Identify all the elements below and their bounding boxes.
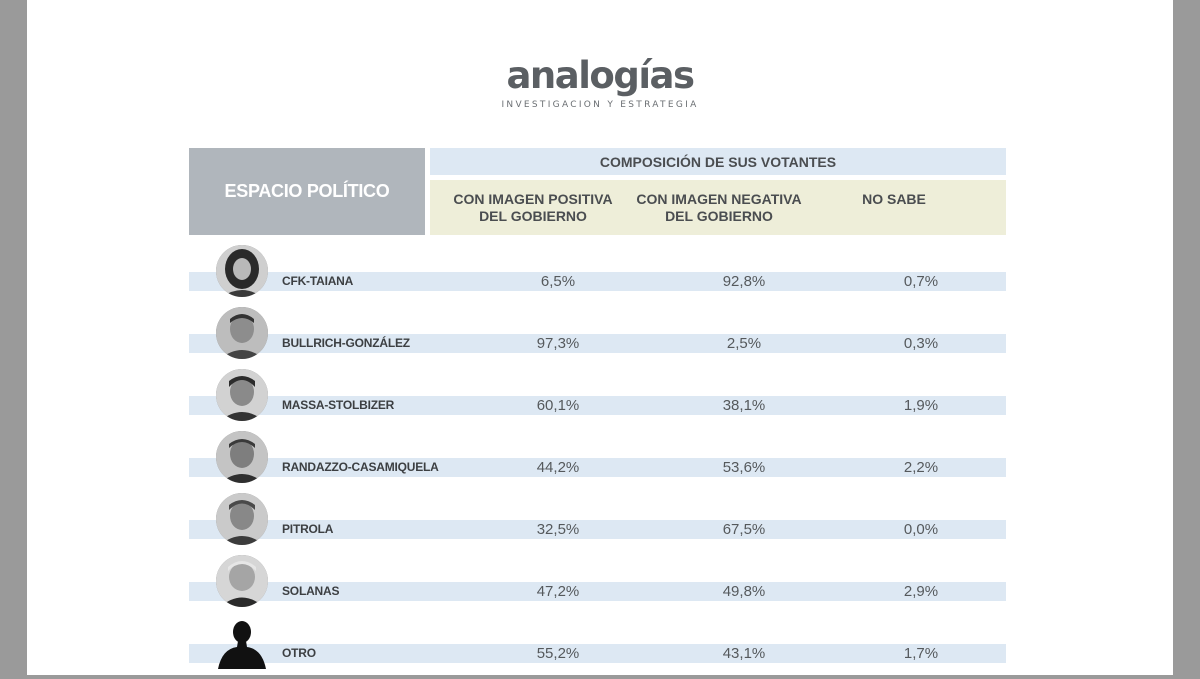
cell-negativa: 92,8% [722, 273, 766, 290]
candidate-photo [216, 245, 268, 297]
row-name: BULLRICH-GONZÁLEZ [282, 336, 410, 350]
cell-positiva: 6,5% [540, 273, 576, 290]
candidate-photo [216, 555, 268, 607]
cell-negativa: 53,6% [722, 459, 766, 476]
row-band [189, 334, 1006, 353]
candidate-photo [216, 493, 268, 545]
cell-positiva: 55,2% [536, 645, 580, 662]
cell-positiva: 47,2% [536, 583, 580, 600]
cell-positiva: 97,3% [536, 335, 580, 352]
document-page: analogías INVESTIGACION Y ESTRATEGIA ESP… [27, 0, 1173, 675]
row-band [189, 520, 1006, 539]
table-row: OTRO 55,2% 43,1% 1,7% [189, 617, 1006, 679]
row-name: PITROLA [282, 522, 334, 536]
cell-negativa: 67,5% [722, 521, 766, 538]
cell-positiva: 60,1% [536, 397, 580, 414]
cell-negativa: 43,1% [722, 645, 766, 662]
table-row: PITROLA 32,5% 67,5% 0,0% [189, 493, 1006, 555]
cell-no-sabe: 2,2% [903, 459, 939, 476]
cell-no-sabe: 0,3% [903, 335, 939, 352]
cell-negativa: 38,1% [722, 397, 766, 414]
candidate-photo [216, 307, 268, 359]
cell-negativa: 2,5% [726, 335, 762, 352]
row-band [189, 458, 1006, 477]
column-header-negativa: CON IMAGEN NEGATIVA DEL GOBIERNO [619, 191, 819, 225]
cell-no-sabe: 0,7% [903, 273, 939, 290]
cell-no-sabe: 1,9% [903, 397, 939, 414]
row-band [189, 582, 1006, 601]
header-espacio-politico: ESPACIO POLÍTICO [189, 148, 425, 235]
cell-no-sabe: 2,9% [903, 583, 939, 600]
header-columns: CON IMAGEN POSITIVA DEL GOBIERNO CON IMA… [430, 180, 1006, 235]
cell-positiva: 44,2% [536, 459, 580, 476]
row-band [189, 644, 1006, 663]
person-silhouette-icon [216, 617, 268, 669]
cell-negativa: 49,8% [722, 583, 766, 600]
row-name: MASSA-STOLBIZER [282, 398, 395, 412]
row-band [189, 396, 1006, 415]
analogias-logo: analogías INVESTIGACION Y ESTRATEGIA [27, 54, 1173, 110]
cell-no-sabe: 0,0% [903, 521, 939, 538]
table-row: CFK-TAIANA 6,5% 92,8% 0,7% [189, 245, 1006, 307]
row-name: SOLANAS [282, 584, 340, 598]
column-header-no-sabe: NO SABE [794, 191, 994, 208]
header-composicion: COMPOSICIÓN DE SUS VOTANTES [430, 148, 1006, 175]
cell-positiva: 32,5% [536, 521, 580, 538]
row-name: RANDAZZO-CASAMIQUELA [282, 460, 439, 474]
table-row: SOLANAS 47,2% 49,8% 2,9% [189, 555, 1006, 617]
candidate-photo [216, 431, 268, 483]
column-header-no-sabe-line1: NO SABE [862, 191, 926, 207]
logo-tagline: INVESTIGACION Y ESTRATEGIA [501, 100, 699, 110]
row-band [189, 272, 1006, 291]
column-header-positiva-line2: DEL GOBIERNO [479, 208, 587, 224]
table-row: RANDAZZO-CASAMIQUELA 44,2% 53,6% 2,2% [189, 431, 1006, 493]
candidate-photo [216, 369, 268, 421]
column-header-positiva: CON IMAGEN POSITIVA DEL GOBIERNO [433, 191, 633, 225]
row-name: OTRO [282, 646, 316, 660]
table-row: MASSA-STOLBIZER 60,1% 38,1% 1,9% [189, 369, 1006, 431]
logo-wordmark: analogías [506, 54, 695, 97]
table-row: BULLRICH-GONZÁLEZ 97,3% 2,5% 0,3% [189, 307, 1006, 369]
column-header-negativa-line2: DEL GOBIERNO [665, 208, 773, 224]
cell-no-sabe: 1,7% [903, 645, 939, 662]
column-header-negativa-line1: CON IMAGEN NEGATIVA [636, 191, 802, 207]
column-header-positiva-line1: CON IMAGEN POSITIVA [453, 191, 613, 207]
row-name: CFK-TAIANA [282, 274, 354, 288]
